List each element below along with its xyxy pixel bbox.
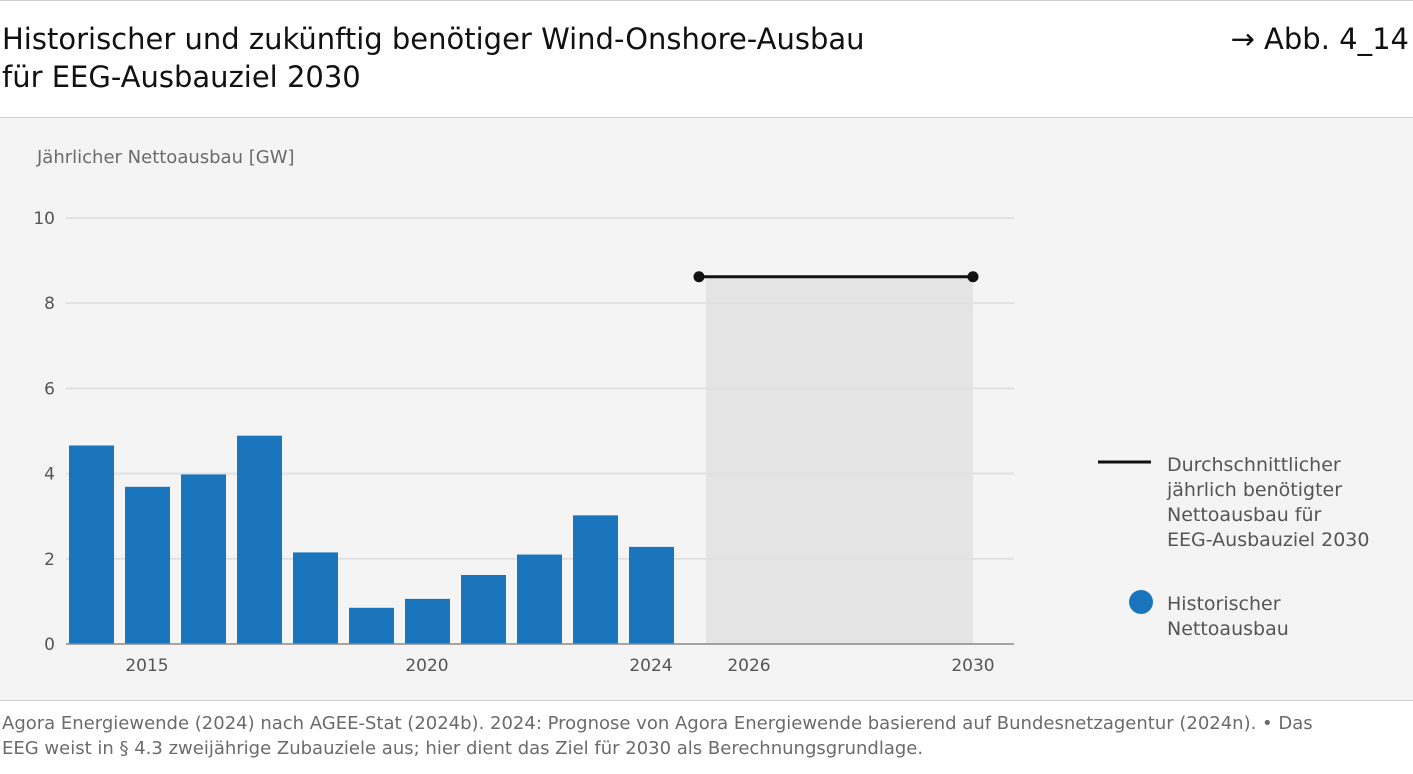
bar-2016	[181, 474, 226, 644]
legend-bar-swatch	[1129, 590, 1153, 614]
projection-shaded-area	[706, 276, 973, 644]
x-tick-label: 2026	[727, 656, 770, 676]
y-tick-label: 10	[33, 209, 55, 229]
projection-shaded-area-group	[706, 276, 973, 644]
axis-group: 0 2 4 6 8 10 2015 2020 2024 2026 2030	[33, 209, 1014, 676]
target-line-group	[693, 271, 979, 283]
legend-line-label: Nettoausbau für	[1167, 504, 1322, 526]
y-tick-label: 6	[44, 379, 55, 399]
figure-reference-link[interactable]: → Abb. 4_14	[1230, 22, 1409, 56]
legend-bar-label: Nettoausbau	[1167, 618, 1289, 640]
source-note: Agora Energiewende (2024) nach AGEE-Stat…	[2, 711, 1407, 761]
target-line-start-point	[693, 271, 705, 283]
x-tick-label: 2020	[405, 656, 448, 676]
x-tick-label: 2030	[951, 656, 994, 676]
bar-2020	[405, 598, 450, 644]
legend-line-label: EEG-Ausbauziel 2030	[1167, 529, 1369, 551]
bar-2017	[237, 435, 282, 644]
legend-line-label: jährlich benötigter	[1166, 479, 1342, 501]
bar-2022	[517, 554, 562, 644]
top-divider	[0, 0, 1413, 1]
source-note-line1: Agora Energiewende (2024) nach AGEE-Stat…	[2, 713, 1313, 734]
bar-2019	[349, 607, 394, 644]
y-tick-label: 0	[44, 635, 55, 655]
y-tick-label: 2	[44, 550, 55, 570]
chart-title-line1: Historischer und zukünftig benötiger Win…	[2, 22, 865, 56]
x-tick-label: 2015	[125, 656, 168, 676]
target-line-end-point	[967, 271, 979, 283]
legend-line-label: Durchschnittlicher	[1167, 454, 1341, 476]
bar-2021	[461, 574, 506, 644]
y-axis-title: Jährlicher Nettoausbau [GW]	[36, 147, 295, 168]
y-tick-label: 4	[44, 465, 55, 485]
bar-2015	[125, 486, 170, 644]
x-tick-label: 2024	[629, 656, 672, 676]
legend: Durchschnittlicher jährlich benötigter Net…	[1098, 454, 1369, 640]
bars-group	[69, 435, 674, 644]
bar-2014	[69, 445, 114, 644]
bar-2018	[293, 552, 338, 644]
legend-bar-label: Historischer	[1167, 593, 1281, 615]
chart-title-line2: für EEG-Ausbauziel 2030	[2, 60, 361, 94]
bar-2023	[573, 515, 618, 644]
source-note-line2: EEG weist in § 4.3 zweijährige Zubauziel…	[2, 738, 924, 759]
y-tick-label: 8	[44, 294, 55, 314]
chart-title: Historischer und zukünftig benötiger Win…	[2, 20, 1002, 96]
bar-2024	[629, 546, 674, 644]
